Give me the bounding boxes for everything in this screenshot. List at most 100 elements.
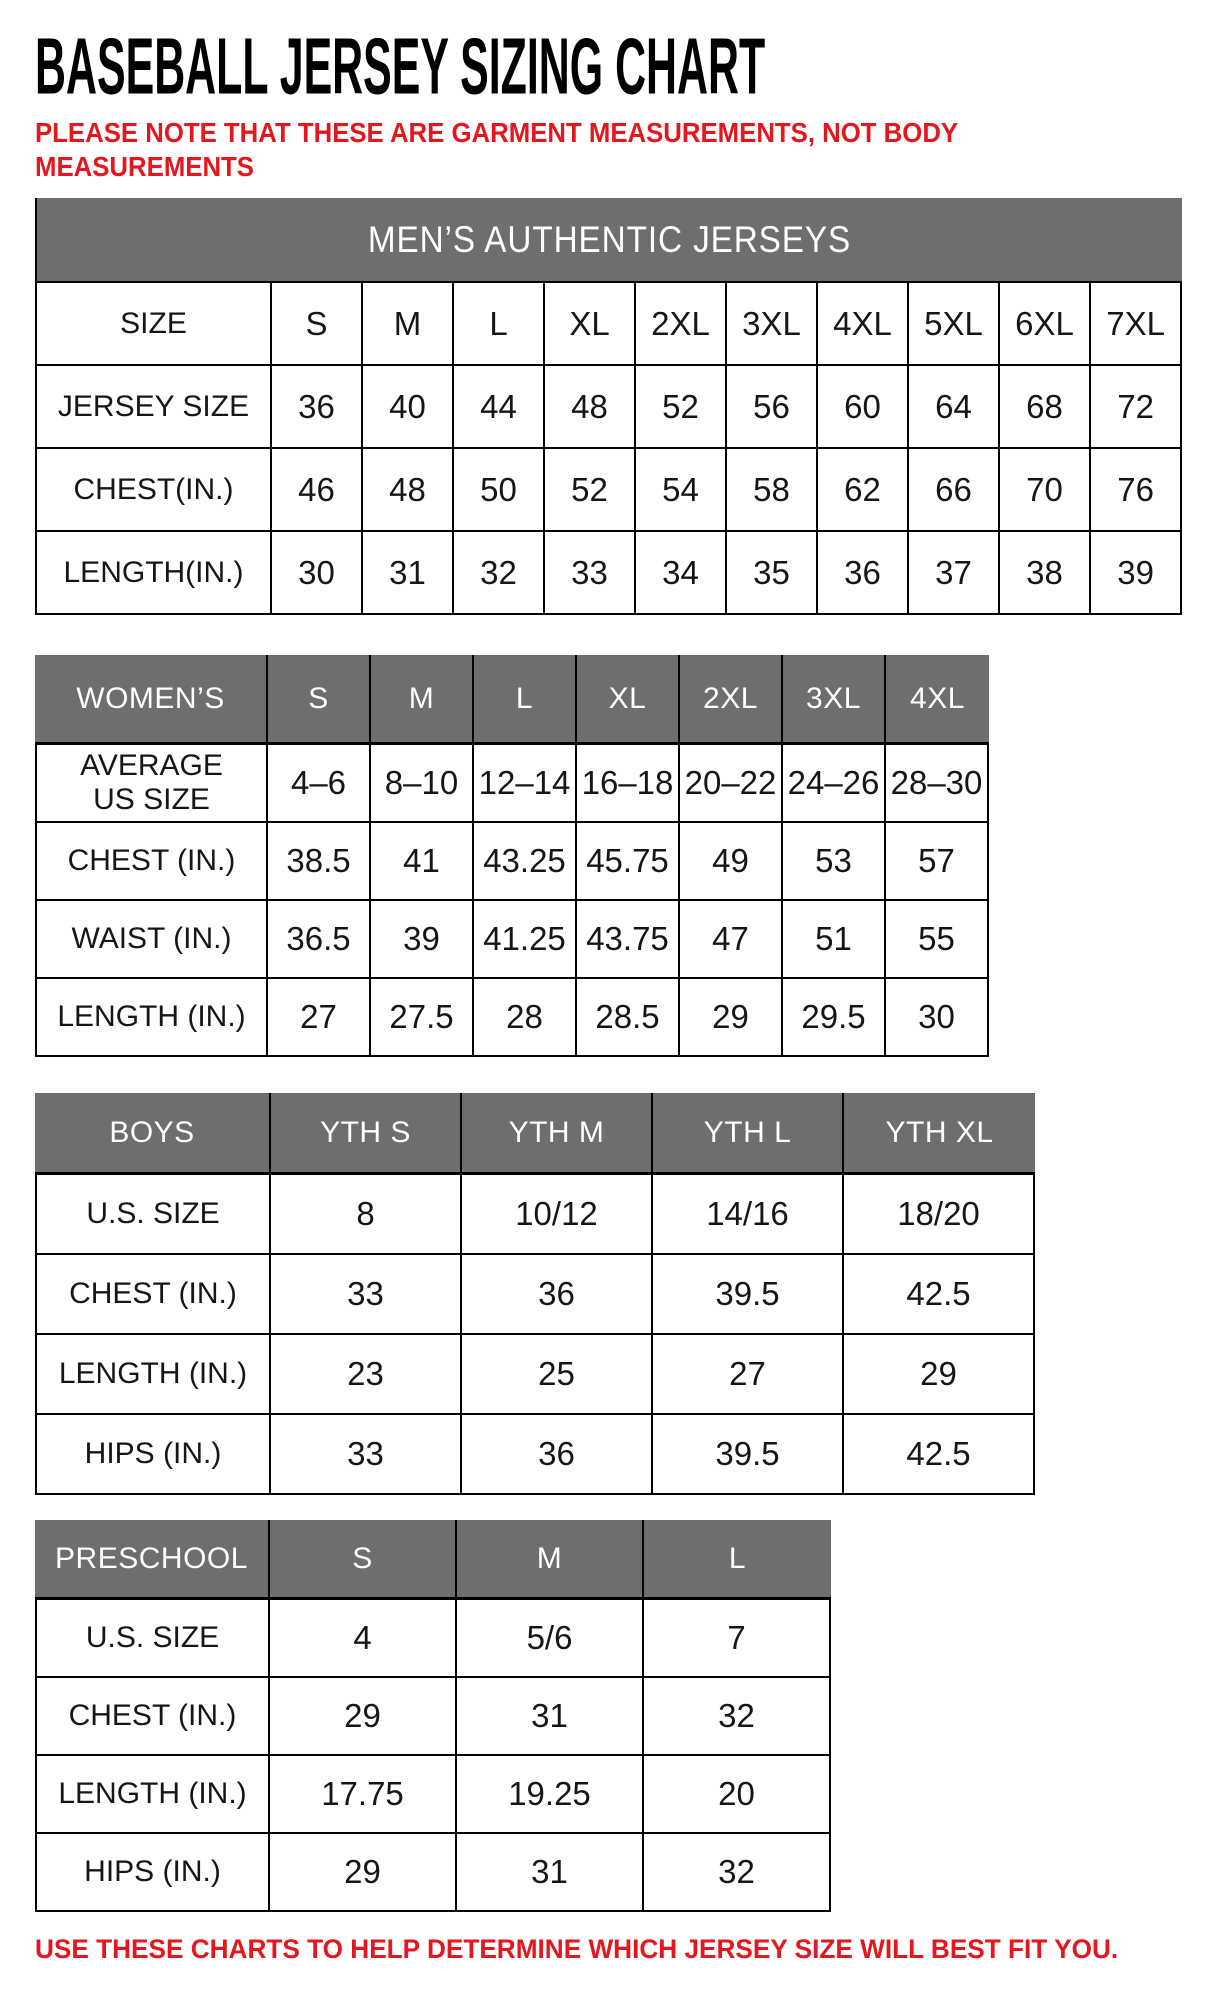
mens-value-cell: 52: [545, 449, 636, 532]
womens-value-cell: 55: [886, 901, 989, 979]
womens-value-cell: 53: [783, 823, 886, 901]
mens-authentic-jerseys-table: MEN’S AUTHENTIC JERSEYS SIZE S M L XL 2XL 3XL 4X…: [35, 198, 1183, 615]
boys-size-column-header: YTH L: [653, 1093, 844, 1175]
preschool-value-cell: 19.25: [457, 1756, 644, 1834]
womens-value-cell: 29.5: [783, 979, 886, 1057]
womens-size-column-header: M: [371, 655, 474, 745]
preschool-value-cell: 20: [644, 1756, 831, 1834]
preschool-row-label: LENGTH (IN.): [35, 1756, 270, 1834]
boys-table-row: U.S. SIZE 8 10/12 14/16 18/20: [35, 1175, 1035, 1255]
note-line-2: MEASUREMENTS: [35, 151, 254, 182]
page-title: BASEBALL JERSEY SIZING CHART: [35, 21, 766, 111]
preschool-value-cell: 31: [457, 1678, 644, 1756]
womens-value-cell: 28: [474, 979, 577, 1057]
womens-value-cell: 41: [371, 823, 474, 901]
preschool-value-cell: 32: [644, 1834, 831, 1912]
preschool-table-row: CHEST (IN.) 29 31 32: [35, 1678, 831, 1756]
womens-value-cell: 30: [886, 979, 989, 1057]
mens-value-cell: 30: [272, 532, 363, 615]
womens-row-label: LENGTH (IN.): [35, 979, 268, 1057]
mens-value-cell: 32: [454, 532, 545, 615]
mens-value-cell: 62: [818, 449, 909, 532]
mens-value-cell: 48: [545, 366, 636, 449]
mens-table-row: CHEST(IN.) 46 48 50 52 54 58 62 66 70 76: [35, 449, 1183, 532]
preschool-value-cell: 7: [644, 1600, 831, 1678]
mens-row-label: LENGTH(IN.): [35, 532, 272, 615]
boys-size-column-header: YTH S: [271, 1093, 462, 1175]
mens-value-cell: 66: [909, 449, 1000, 532]
preschool-value-cell: 29: [270, 1678, 457, 1756]
preschool-row-label: U.S. SIZE: [35, 1600, 270, 1678]
mens-value-cell: 50: [454, 449, 545, 532]
mens-value-cell: 48: [363, 449, 454, 532]
sizing-chart-page: BASEBALL JERSEY SIZING CHART PLEASE NOTE…: [0, 21, 1220, 1966]
boys-value-cell: 8: [271, 1175, 462, 1255]
preschool-value-cell: 32: [644, 1678, 831, 1756]
womens-value-cell: 24–26: [783, 745, 886, 823]
boys-row-label: CHEST (IN.): [35, 1255, 271, 1335]
womens-table-row: AVERAGE US SIZE 4–6 8–10 12–14 16–18 20–22 24–2…: [35, 745, 989, 823]
mens-value-cell: 72: [1091, 366, 1183, 449]
womens-value-cell: 27.5: [371, 979, 474, 1057]
preschool-table-header-row: PRESCHOOL S M L: [35, 1520, 831, 1600]
page-heading: BASEBALL JERSEY SIZING CHART: [35, 21, 1185, 111]
boys-value-cell: 39.5: [653, 1255, 844, 1335]
preschool-sizing-table: PRESCHOOL S M L U.S. SIZE 4 5/6 7 CHEST (IN.) 29 3…: [35, 1520, 831, 1912]
mens-value-cell: 34: [636, 532, 727, 615]
boys-size-column-header: YTH XL: [844, 1093, 1035, 1175]
boys-table-row: LENGTH (IN.) 23 25 27 29: [35, 1335, 1035, 1415]
womens-value-cell: 8–10: [371, 745, 474, 823]
womens-table-title: WOMEN’S: [35, 655, 268, 745]
mens-value-cell: 37: [909, 532, 1000, 615]
preschool-row-label: HIPS (IN.): [35, 1834, 270, 1912]
womens-value-cell: 29: [680, 979, 783, 1057]
womens-value-cell: 20–22: [680, 745, 783, 823]
mens-table-title: MEN’S AUTHENTIC JERSEYS: [35, 198, 1183, 283]
mens-value-cell: 58: [727, 449, 818, 532]
mens-value-cell: 35: [727, 532, 818, 615]
womens-value-cell: 51: [783, 901, 886, 979]
preschool-value-cell: 4: [270, 1600, 457, 1678]
boys-size-column-header: YTH M: [462, 1093, 653, 1175]
womens-value-cell: 41.25: [474, 901, 577, 979]
preschool-table-row: HIPS (IN.) 29 31 32: [35, 1834, 831, 1912]
mens-row-label: CHEST(IN.): [35, 449, 272, 532]
boys-sizing-table: BOYS YTH S YTH M YTH L YTH XL U.S. SIZE 8 10/12…: [35, 1093, 1035, 1495]
mens-value-cell: 4XL: [818, 283, 909, 366]
boys-value-cell: 42.5: [844, 1255, 1035, 1335]
boys-value-cell: 18/20: [844, 1175, 1035, 1255]
mens-value-cell: 36: [272, 366, 363, 449]
mens-value-cell: 2XL: [636, 283, 727, 366]
womens-value-cell: 38.5: [268, 823, 371, 901]
mens-value-cell: L: [454, 283, 545, 366]
boys-table-header-row: BOYS YTH S YTH M YTH L YTH XL: [35, 1093, 1035, 1175]
boys-value-cell: 39.5: [653, 1415, 844, 1495]
boys-table-row: HIPS (IN.) 33 36 39.5 42.5: [35, 1415, 1035, 1495]
boys-value-cell: 33: [271, 1415, 462, 1495]
womens-value-cell: 36.5: [268, 901, 371, 979]
womens-value-cell: 28.5: [577, 979, 680, 1057]
mens-value-cell: 40: [363, 366, 454, 449]
mens-value-cell: 3XL: [727, 283, 818, 366]
mens-value-cell: 7XL: [1091, 283, 1183, 366]
womens-value-cell: 39: [371, 901, 474, 979]
preschool-size-column-header: S: [270, 1520, 457, 1600]
womens-table-row: LENGTH (IN.) 27 27.5 28 28.5 29 29.5 30: [35, 979, 989, 1057]
womens-value-cell: 28–30: [886, 745, 989, 823]
womens-value-cell: 16–18: [577, 745, 680, 823]
preschool-value-cell: 29: [270, 1834, 457, 1912]
preschool-size-column-header: L: [644, 1520, 831, 1600]
boys-value-cell: 10/12: [462, 1175, 653, 1255]
mens-value-cell: M: [363, 283, 454, 366]
mens-row-label: SIZE: [35, 283, 272, 366]
mens-value-cell: S: [272, 283, 363, 366]
preschool-value-cell: 5/6: [457, 1600, 644, 1678]
boys-table-row: CHEST (IN.) 33 36 39.5 42.5: [35, 1255, 1035, 1335]
womens-size-column-header: S: [268, 655, 371, 745]
mens-value-cell: 60: [818, 366, 909, 449]
preschool-table-row: LENGTH (IN.) 17.75 19.25 20: [35, 1756, 831, 1834]
garment-measurement-note: PLEASE NOTE THAT THESE ARE GARMENT MEASU…: [35, 116, 1093, 184]
womens-table-row: WAIST (IN.) 36.5 39 41.25 43.75 47 51 55: [35, 901, 989, 979]
womens-value-cell: 43.25: [474, 823, 577, 901]
preschool-table-row: U.S. SIZE 4 5/6 7: [35, 1600, 831, 1678]
